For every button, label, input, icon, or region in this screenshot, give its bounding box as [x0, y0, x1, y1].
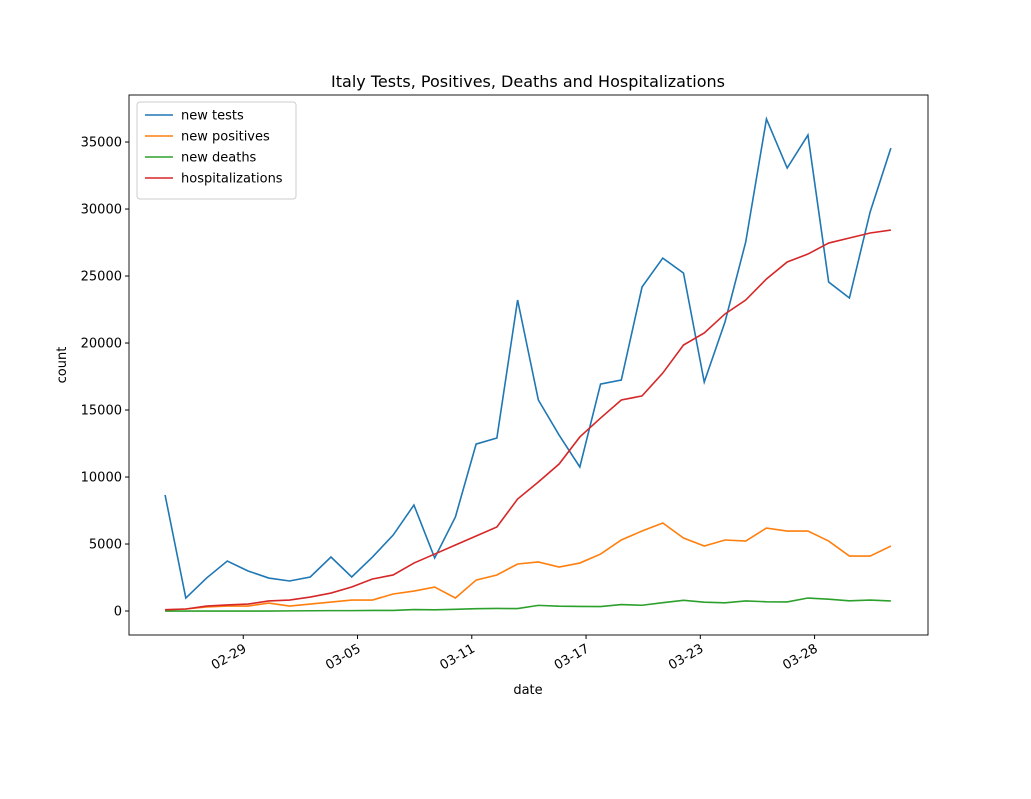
y-axis-label: count [55, 347, 70, 384]
x-tick-label: 03-23 [666, 641, 706, 673]
legend-label: new positives [181, 130, 270, 145]
legend-box [136, 101, 297, 200]
x-tick-label: 03-11 [438, 641, 478, 673]
legend-label: new deaths [181, 151, 257, 166]
plot-frame [128, 94, 929, 636]
y-tick-label: 0 [114, 605, 122, 620]
x-tick-label: 03-17 [552, 641, 592, 673]
legend-label: new tests [181, 109, 244, 124]
legend: new tests new positives new deaths hospital… [136, 101, 297, 200]
series-line [164, 116, 892, 600]
series-line [165, 597, 891, 612]
y-tick-label: 30000 [81, 203, 122, 218]
y-tick-label: 10000 [81, 471, 122, 486]
y-tick-label: 25000 [81, 270, 122, 285]
y-tick-label: 15000 [81, 404, 122, 419]
x-axis-label: date [513, 683, 542, 698]
x-tick-label: 03-28 [780, 641, 820, 673]
y-tick-label: 35000 [81, 136, 122, 151]
legend-label: hospitalizations [181, 172, 283, 187]
x-tick-label: 03-05 [323, 641, 363, 673]
x-tick-label: 02-29 [209, 641, 249, 673]
chart-title: Italy Tests, Positives, Deaths and Hospi… [331, 72, 725, 91]
y-tick-label: 5000 [89, 538, 122, 553]
y-tick-label: 20000 [81, 337, 122, 352]
series-line [165, 522, 892, 611]
series-line [165, 229, 891, 611]
